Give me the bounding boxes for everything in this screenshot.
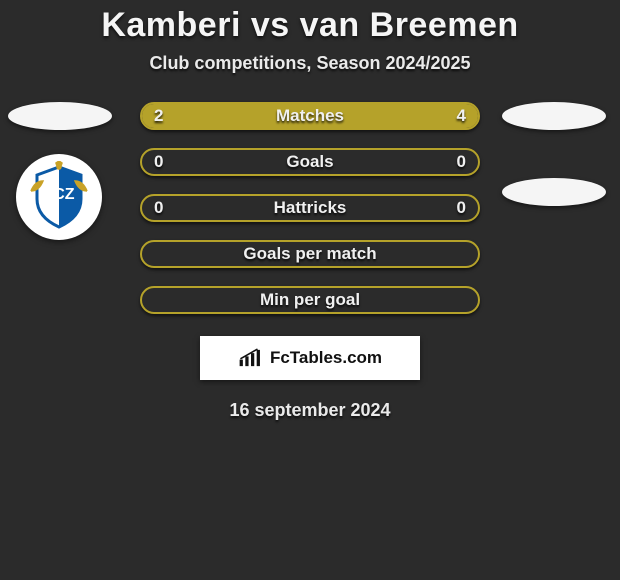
bar-label: Matches xyxy=(142,104,478,128)
stat-bar-hattricks: 00Hattricks xyxy=(140,194,480,222)
fcz-crest-icon: FCZ xyxy=(23,161,95,233)
comparison-widget: Kamberi vs van Breemen Club competitions… xyxy=(0,0,620,421)
left-player-column: FCZ xyxy=(8,102,118,240)
club-badge-fcz: FCZ xyxy=(16,154,102,240)
right-player-column xyxy=(502,102,612,230)
stat-bar-goals: 00Goals xyxy=(140,148,480,176)
player-flag-2 xyxy=(502,102,606,130)
date-label: 16 september 2024 xyxy=(0,400,620,421)
bar-label: Hattricks xyxy=(142,196,478,220)
stat-bars: 24Matches 00Goals 00Hattricks Goals per mat… xyxy=(140,102,480,314)
stat-bar-min-per-goal: Min per goal xyxy=(140,286,480,314)
brand-watermark[interactable]: FcTables.com xyxy=(200,336,420,380)
stat-bar-goals-per-match: Goals per match xyxy=(140,240,480,268)
subtitle: Club competitions, Season 2024/2025 xyxy=(0,53,620,74)
club-flag-2 xyxy=(502,178,606,206)
bar-label: Goals per match xyxy=(142,242,478,266)
main-area: FCZ 24Matches 00Goals 00Hattricks Goals per… xyxy=(0,102,620,314)
player-flag-1 xyxy=(8,102,112,130)
bar-label: Min per goal xyxy=(142,288,478,312)
bar-label: Goals xyxy=(142,150,478,174)
page-title: Kamberi vs van Breemen xyxy=(0,6,620,45)
svg-text:FCZ: FCZ xyxy=(43,186,74,203)
stat-bar-matches: 24Matches xyxy=(140,102,480,130)
chart-icon xyxy=(238,348,264,368)
brand-text: FcTables.com xyxy=(270,348,382,368)
